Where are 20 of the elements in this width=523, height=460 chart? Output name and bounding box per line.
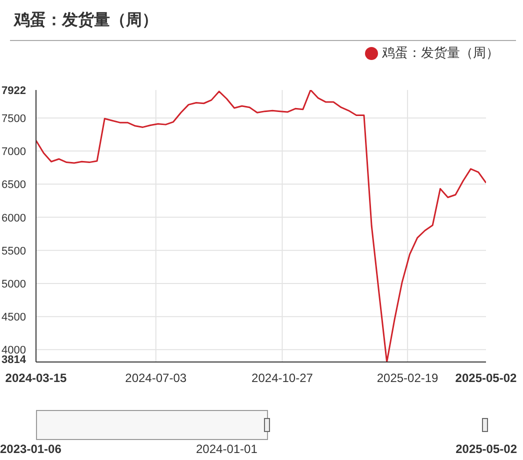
y-tick-label: 7922	[2, 85, 26, 97]
y-tick-label: 3814	[2, 354, 27, 366]
y-tick-label: 4500	[2, 312, 26, 324]
text: 2023-01-06	[0, 442, 62, 456]
y-tick-label: 7000	[2, 146, 26, 158]
legend-label: 鸡蛋：发货量（周）	[382, 45, 499, 60]
y-tick-label: 7500	[2, 112, 26, 125]
x-tick-label: 2024-07-03	[125, 371, 187, 385]
line-series	[36, 90, 486, 362]
text: 2024-01-01	[196, 442, 258, 456]
chart-title: 鸡蛋：发货量（周）	[14, 10, 158, 31]
x-tick-label: 2024-03-15	[5, 371, 68, 385]
y-tick-label: 6500	[2, 179, 26, 192]
y-tick-label: 5500	[2, 245, 26, 258]
x-tick-label: 2025-05-02	[455, 371, 518, 385]
y-tick-label: 6000	[2, 212, 26, 224]
x-tick-label: 2025-02-19	[376, 371, 439, 385]
y-tick-label: 5000	[2, 278, 26, 290]
x-tick-label: 2024-10-27	[252, 371, 314, 385]
text: 2025-05-02	[456, 442, 517, 456]
